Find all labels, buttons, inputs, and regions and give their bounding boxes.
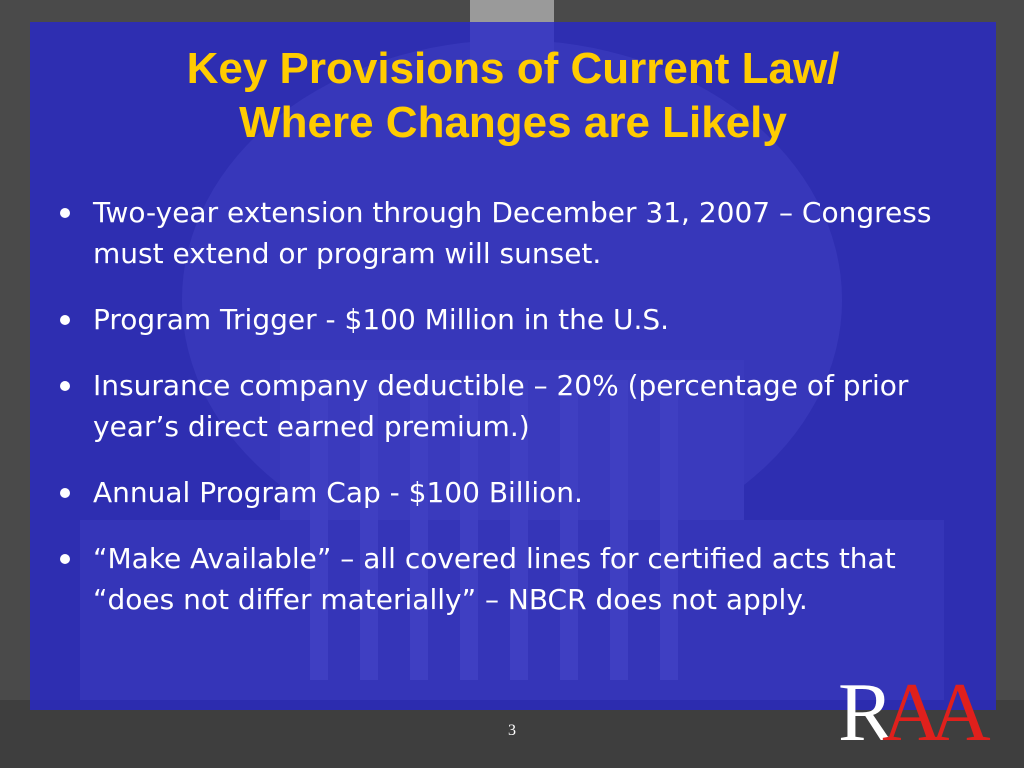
svg-text:R: R	[838, 666, 894, 750]
content-panel	[30, 22, 996, 710]
bullet-icon	[60, 554, 70, 564]
bullet-item: Insurance company deductible – 20% (perc…	[52, 365, 972, 447]
bullet-item: Program Trigger - $100 Million in the U.…	[52, 299, 972, 340]
bullet-icon	[60, 381, 70, 391]
slide-title-line-2: Where Changes are Likely	[239, 98, 787, 147]
bullet-icon	[60, 488, 70, 498]
bullet-item: Annual Program Cap - $100 Billion.	[52, 472, 972, 513]
svg-text:A: A	[882, 666, 943, 750]
bullet-list: Two-year extension through December 31, …	[52, 192, 972, 645]
bullet-text: Annual Program Cap - $100 Billion.	[93, 476, 583, 509]
page-number: 3	[508, 722, 516, 739]
bullet-text: “Make Available” – all covered lines for…	[93, 542, 896, 616]
slide-title-line-1: Key Provisions of Current Law/	[186, 44, 840, 93]
bullet-text: Program Trigger - $100 Million in the U.…	[93, 303, 670, 336]
raa-logo: R A A	[838, 666, 991, 750]
svg-text:A: A	[930, 666, 991, 750]
bullet-item: “Make Available” – all covered lines for…	[52, 538, 972, 620]
bullet-icon	[60, 315, 70, 325]
slide-title: Key Provisions of Current Law/ Where Cha…	[30, 42, 996, 150]
bullet-text: Two-year extension through December 31, …	[93, 196, 932, 270]
bullet-text: Insurance company deductible – 20% (perc…	[93, 369, 909, 443]
bullet-item: Two-year extension through December 31, …	[52, 192, 972, 274]
bullet-icon	[60, 208, 70, 218]
